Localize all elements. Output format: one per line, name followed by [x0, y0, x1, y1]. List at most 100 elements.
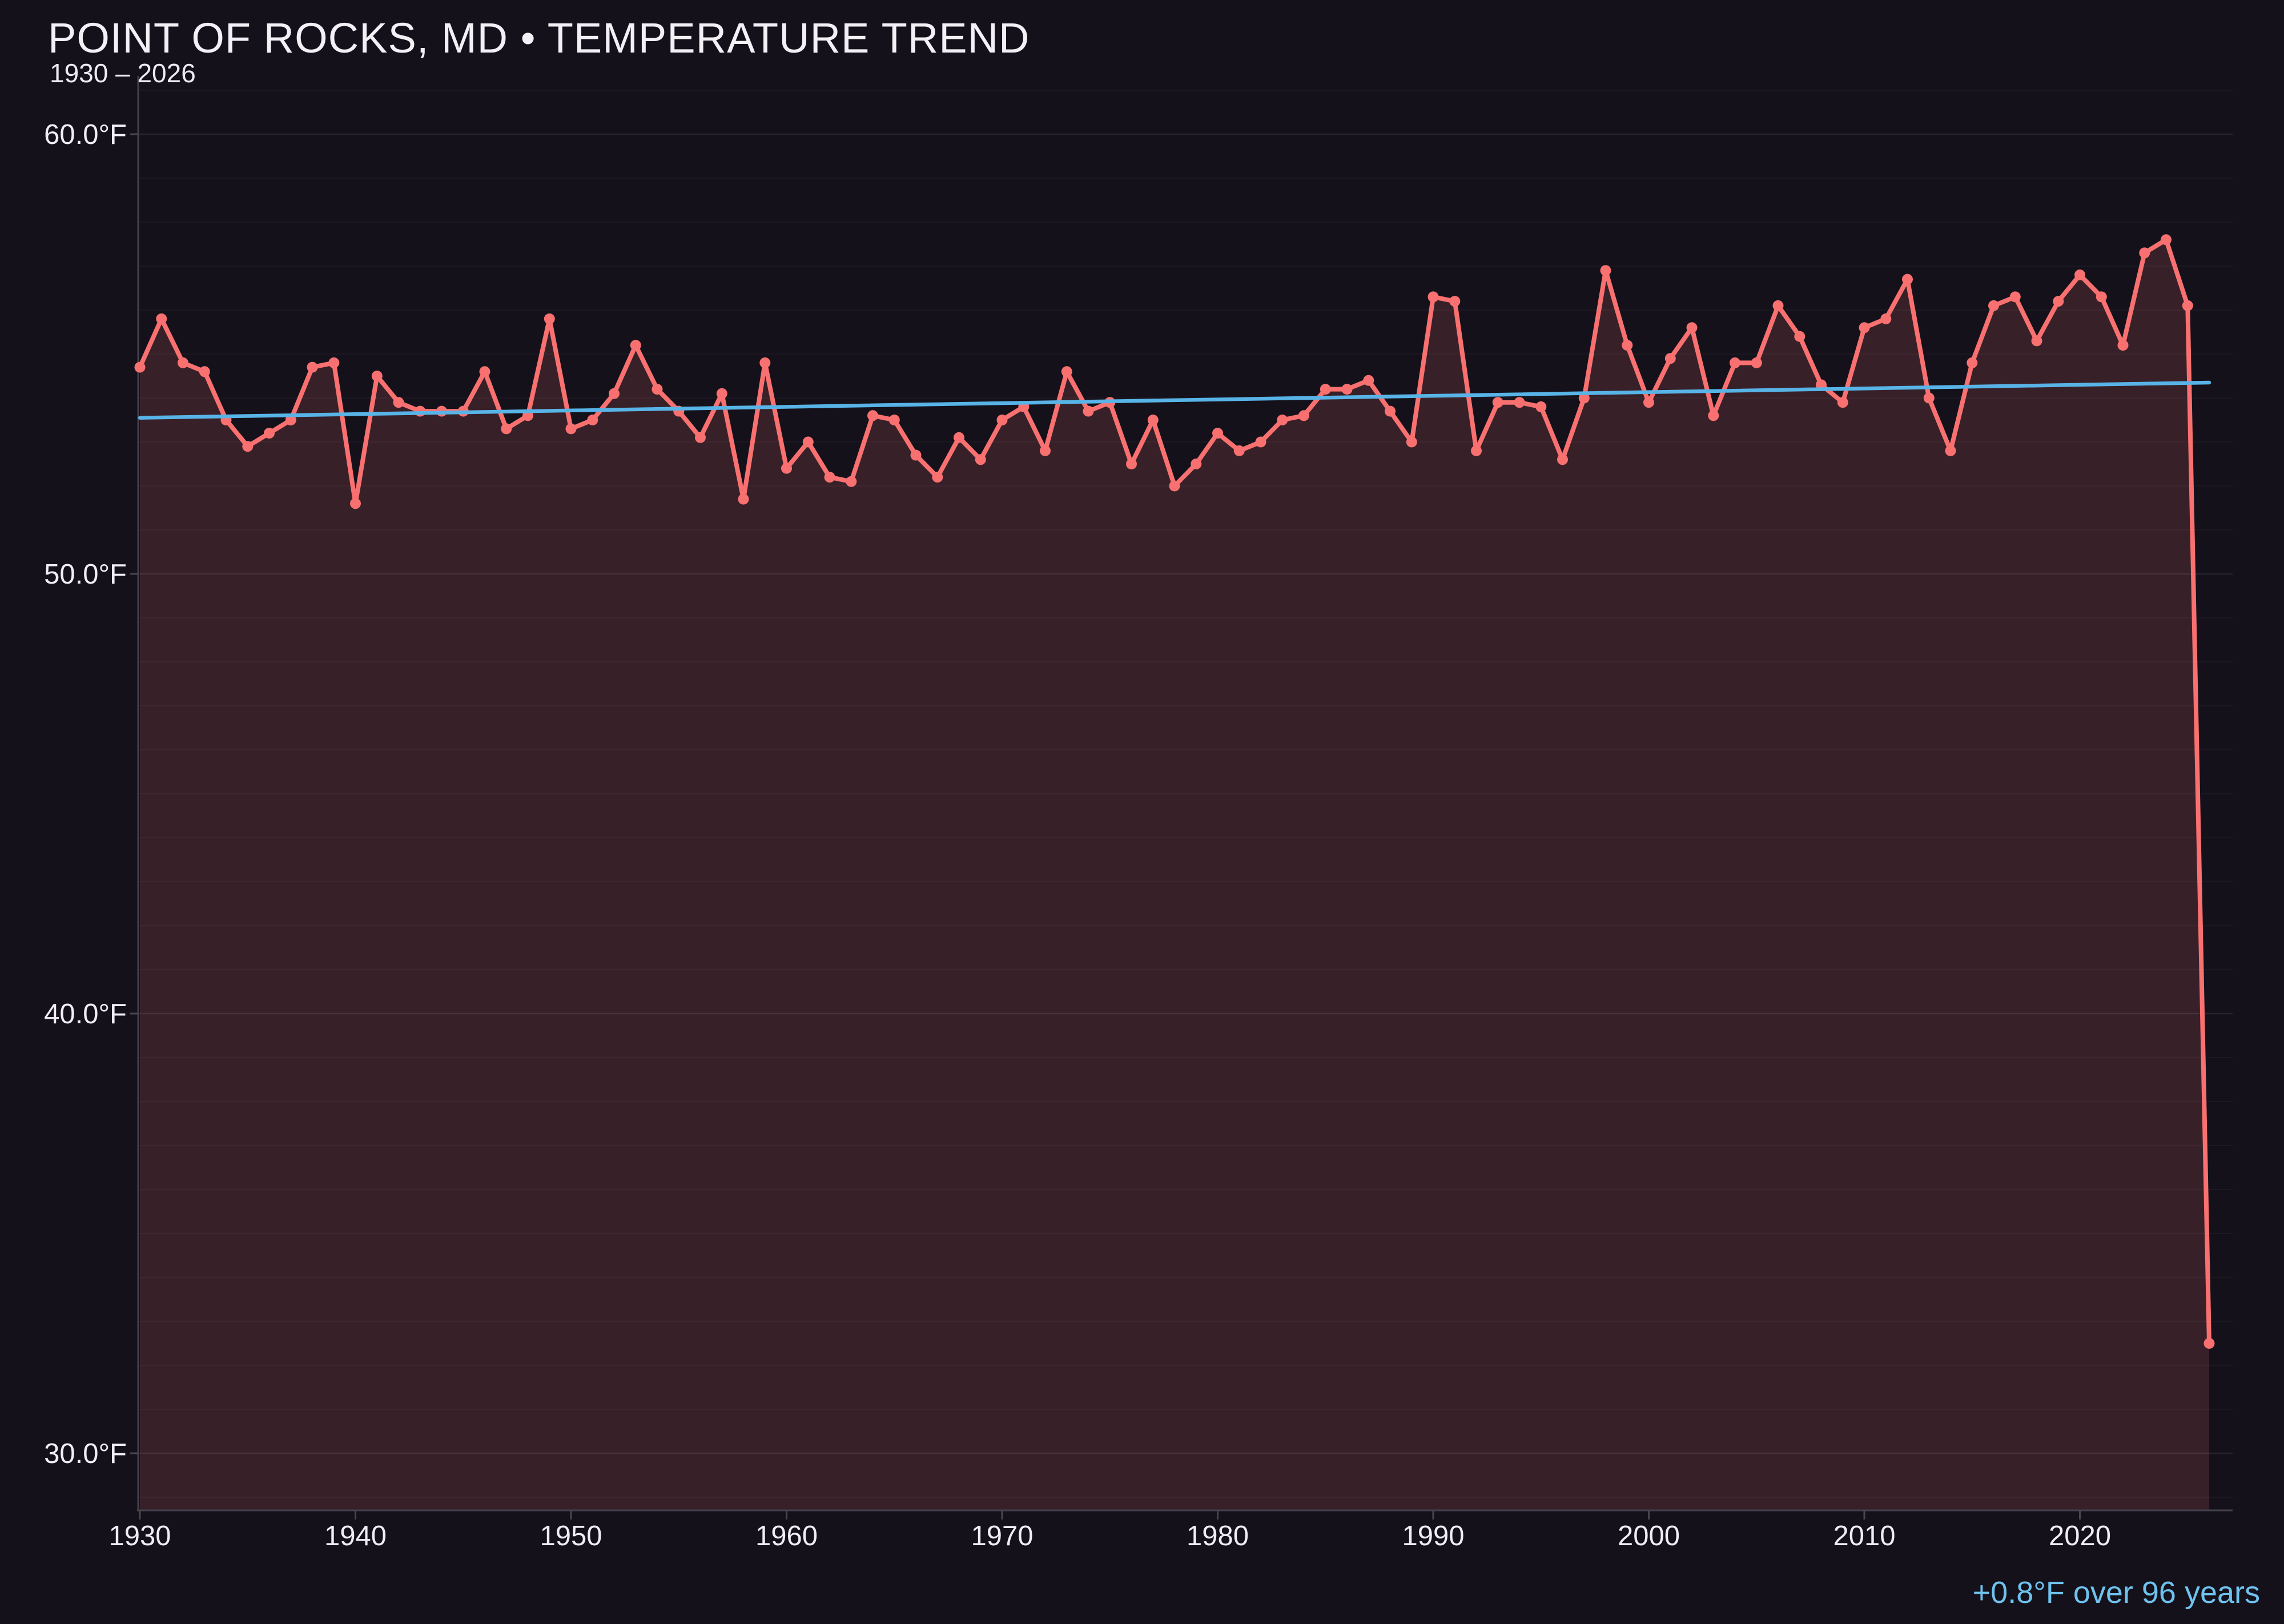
data-point	[565, 423, 577, 435]
data-point	[1578, 392, 1590, 404]
data-point	[264, 428, 275, 439]
data-point	[1040, 445, 1051, 456]
data-point	[1643, 397, 1654, 408]
data-point	[371, 371, 383, 381]
y-axis-label: 50.0°F	[44, 559, 127, 590]
data-point	[609, 388, 620, 399]
data-point	[1751, 357, 1762, 368]
data-point	[2117, 340, 2129, 351]
data-point	[1233, 445, 1245, 456]
data-point	[630, 340, 641, 351]
data-point	[501, 423, 512, 435]
data-point	[1427, 291, 1439, 303]
x-axis-label: 2010	[1833, 1521, 1895, 1551]
y-axis-label: 30.0°F	[44, 1438, 127, 1469]
data-point	[1557, 454, 1568, 465]
data-point	[975, 454, 986, 465]
data-point	[1126, 459, 1137, 469]
data-point	[328, 357, 340, 368]
data-point	[393, 397, 404, 408]
data-point	[824, 472, 835, 483]
y-axis-label: 60.0°F	[44, 119, 127, 150]
data-point	[242, 441, 254, 452]
data-point	[1880, 313, 1892, 324]
data-point	[652, 384, 663, 395]
data-point	[178, 357, 188, 368]
data-point	[2139, 247, 2150, 259]
data-point	[1191, 459, 1202, 469]
trend-line	[138, 380, 2211, 420]
x-axis-label: 1980	[1187, 1521, 1249, 1551]
data-point	[1772, 300, 1784, 311]
data-point	[1406, 436, 1417, 448]
data-point	[1449, 296, 1461, 307]
y-axis-label: 40.0°F	[44, 999, 127, 1030]
data-point	[1169, 480, 1180, 492]
data-point	[1837, 397, 1848, 408]
data-point	[199, 366, 210, 377]
data-point	[738, 493, 749, 505]
data-point	[1471, 445, 1482, 456]
data-point	[2053, 296, 2064, 307]
data-point	[1514, 397, 1525, 408]
chart-subtitle-year-range: 1930 – 2026	[50, 58, 196, 88]
x-axis-label: 1960	[755, 1521, 818, 1551]
data-point	[1730, 357, 1740, 368]
data-point	[350, 498, 361, 509]
data-point	[2031, 335, 2042, 347]
data-point	[1923, 392, 1935, 404]
data-point	[1298, 410, 1309, 421]
data-point	[1988, 300, 1999, 311]
data-point	[802, 436, 814, 448]
data-point	[1967, 357, 1978, 368]
data-point	[2182, 300, 2193, 311]
data-point	[1363, 375, 1374, 386]
x-axis-label: 1990	[1402, 1521, 1464, 1551]
data-point	[996, 415, 1008, 425]
data-point	[1686, 322, 1698, 333]
data-point	[1147, 415, 1159, 425]
data-point	[1385, 405, 1396, 417]
x-axis-label: 1950	[540, 1521, 602, 1551]
x-axis-label: 2020	[2049, 1521, 2111, 1551]
data-point	[910, 449, 922, 461]
data-point	[888, 415, 900, 425]
data-point	[1061, 366, 1072, 377]
data-point	[2009, 291, 2021, 303]
trend-annotation: +0.8°F over 96 years	[1972, 1575, 2260, 1610]
data-point	[781, 463, 792, 474]
data-point	[1708, 410, 1719, 421]
data-point	[1277, 415, 1288, 425]
data-point	[932, 472, 943, 483]
data-point	[587, 415, 598, 425]
data-point	[1083, 405, 1094, 417]
data-point	[2096, 291, 2107, 303]
data-point	[1859, 322, 1870, 333]
data-point	[285, 415, 296, 425]
data-point	[156, 313, 167, 324]
data-point	[2074, 269, 2085, 280]
data-point	[1255, 436, 1266, 448]
data-point	[2161, 234, 2172, 246]
data-point	[1341, 384, 1353, 395]
data-point	[544, 313, 555, 324]
x-axis-label: 1970	[971, 1521, 1033, 1551]
data-point	[1902, 274, 1913, 285]
x-axis-label: 2000	[1618, 1521, 1680, 1551]
data-point	[479, 366, 490, 377]
data-point	[1622, 340, 1633, 351]
data-point	[695, 432, 706, 443]
data-point	[1600, 265, 1611, 276]
page-title: POINT OF ROCKS, MD • TEMPERATURE TREND	[48, 14, 1030, 62]
data-point	[1794, 331, 1806, 342]
data-point	[1320, 384, 1331, 395]
data-point	[1945, 445, 1956, 456]
data-point	[954, 432, 964, 443]
data-point	[2203, 1338, 2215, 1349]
data-point	[1492, 397, 1503, 408]
data-point	[716, 388, 727, 399]
x-axis-label: 1930	[108, 1521, 171, 1551]
